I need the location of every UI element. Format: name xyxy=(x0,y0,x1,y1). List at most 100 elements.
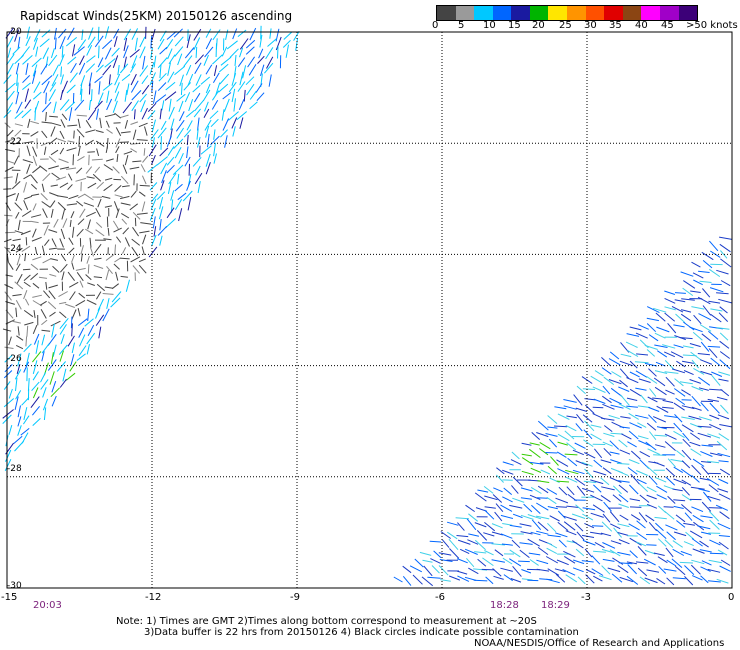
wind-barb xyxy=(176,93,186,102)
wind-barb xyxy=(673,344,684,349)
wind-barb xyxy=(673,430,685,439)
wind-barb xyxy=(683,541,694,547)
pass-time: 20:03 xyxy=(33,600,62,611)
wind-barb xyxy=(681,504,693,514)
wind-barb xyxy=(61,45,64,58)
wind-barb xyxy=(88,27,94,40)
wind-barb xyxy=(178,152,184,164)
wind-barb xyxy=(203,108,210,119)
wind-barb xyxy=(718,541,729,550)
wind-barb xyxy=(283,31,293,40)
wind-barb xyxy=(111,47,120,57)
wind-barb xyxy=(33,29,41,42)
wind-barb xyxy=(673,402,685,411)
wind-barb xyxy=(700,341,710,352)
wind-barb xyxy=(168,106,175,120)
wind-barb xyxy=(690,432,701,440)
wind-barb xyxy=(66,167,77,170)
wind-barb xyxy=(502,557,513,565)
wind-barb xyxy=(67,140,75,143)
wind-barb xyxy=(122,101,132,114)
wind-barb xyxy=(657,538,667,547)
wind-barb xyxy=(16,254,21,266)
note-line-1: Note: 1) Times are GMT 2)Times along bot… xyxy=(116,616,537,627)
wind-barb xyxy=(104,58,116,68)
wind-barb xyxy=(22,415,30,425)
wind-barb xyxy=(130,73,137,86)
wind-barb xyxy=(556,459,569,467)
wind-barb xyxy=(671,368,686,374)
wind-barb xyxy=(231,117,238,129)
wind-barb xyxy=(89,246,94,257)
wind-barb xyxy=(25,237,28,246)
wind-barb xyxy=(591,555,601,565)
wind-barb xyxy=(565,469,579,475)
wind-barb xyxy=(637,324,649,330)
wind-barb xyxy=(30,131,39,137)
wind-barb xyxy=(94,243,102,254)
wind-barb xyxy=(521,453,532,457)
wind-barb xyxy=(26,325,29,337)
wind-barb xyxy=(603,432,615,437)
wind-barb xyxy=(576,413,584,424)
wind-barb xyxy=(673,505,684,509)
wind-barb xyxy=(24,99,32,109)
wind-barb xyxy=(49,311,56,317)
wind-barb xyxy=(139,46,146,59)
wind-barb xyxy=(103,183,113,192)
wind-barb xyxy=(23,361,30,373)
wind-barb xyxy=(95,291,102,300)
wind-barb xyxy=(209,110,219,120)
wind-barb xyxy=(39,300,47,306)
wind-barb xyxy=(255,83,263,93)
wind-barb xyxy=(131,90,142,101)
wind-barb xyxy=(32,371,39,381)
wind-barb xyxy=(655,361,666,367)
wind-barb xyxy=(519,523,532,527)
wind-barb xyxy=(655,444,666,448)
wind-barb xyxy=(693,314,702,325)
wind-barb xyxy=(719,468,731,476)
wind-barb xyxy=(133,174,135,186)
map-frame xyxy=(6,31,733,589)
wind-barb xyxy=(178,100,184,113)
wind-barb xyxy=(699,280,712,283)
lon-label: 0 xyxy=(728,592,735,603)
wind-barb xyxy=(61,254,67,262)
wind-barb xyxy=(97,298,104,311)
wind-barb xyxy=(239,117,244,129)
wind-barb xyxy=(535,515,550,520)
wind-barb xyxy=(681,416,695,420)
wind-barb xyxy=(691,506,704,513)
wind-barb xyxy=(477,558,487,567)
wind-barb xyxy=(111,283,120,290)
wind-barb xyxy=(421,576,434,587)
wind-barb xyxy=(448,538,459,551)
wind-barb xyxy=(582,414,593,423)
lat-label: -24 xyxy=(7,244,22,254)
wind-barb xyxy=(3,176,13,179)
wind-barb xyxy=(555,573,566,583)
wind-barb xyxy=(58,344,68,355)
wind-barb xyxy=(612,494,622,502)
wind-barb xyxy=(131,100,139,112)
wind-barb xyxy=(75,299,86,307)
wind-barb xyxy=(548,438,558,448)
wind-barb xyxy=(160,180,165,191)
wind-barb xyxy=(154,94,167,104)
wind-barb xyxy=(42,398,49,411)
wind-barb xyxy=(11,320,21,324)
wind-barb xyxy=(106,90,110,103)
wind-barb xyxy=(30,396,40,409)
wind-barb xyxy=(547,465,557,475)
wind-barb xyxy=(590,531,603,535)
wind-barb xyxy=(51,395,57,407)
wind-barb xyxy=(72,44,76,57)
wind-barb xyxy=(692,272,704,279)
wind-barb xyxy=(719,243,731,253)
wind-barb xyxy=(484,506,496,509)
wind-barb xyxy=(530,531,541,536)
wind-barb xyxy=(433,550,442,559)
wind-barb xyxy=(654,344,668,348)
wind-barb xyxy=(556,451,567,458)
